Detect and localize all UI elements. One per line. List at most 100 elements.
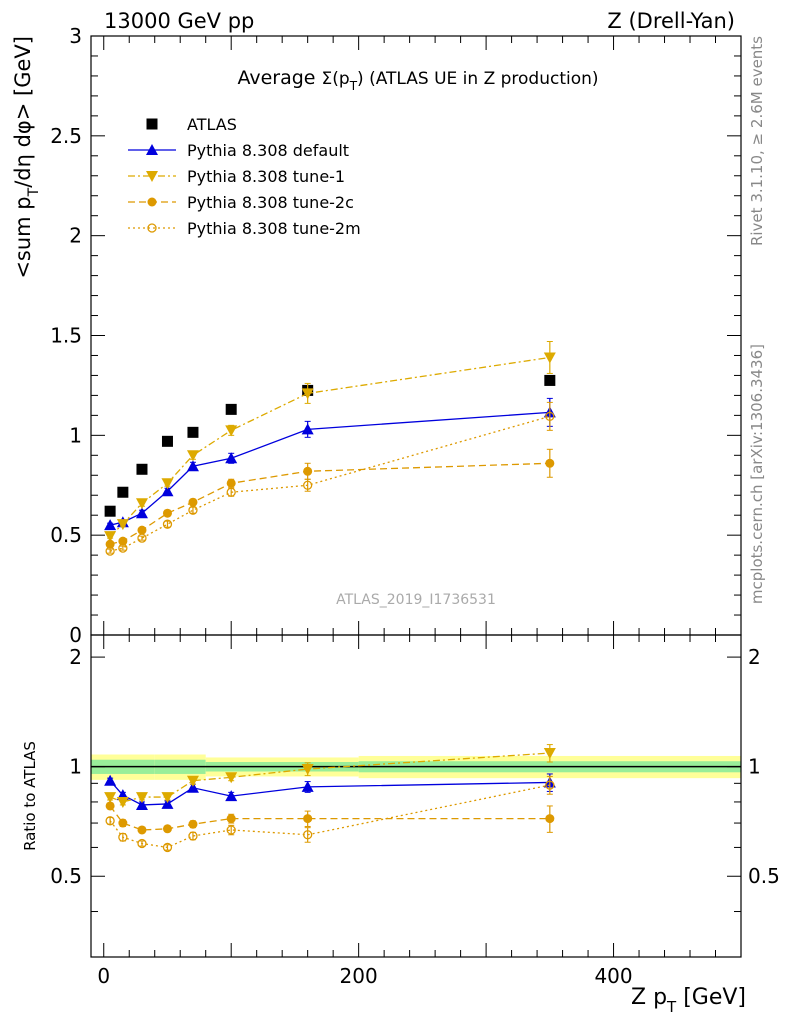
data-point [161,478,174,490]
data-point [104,531,117,543]
y-tick-label: 3 [69,24,82,48]
y-tick-label: 2 [69,224,82,248]
process-label: Z (Drell-Yan) [607,9,735,33]
data-point [186,781,199,793]
chart-title-sym: Σ(p [322,69,350,89]
data-point [188,819,198,829]
legend-label: Pythia 8.308 tune-2c [187,193,354,212]
y-tick-label-right: 2 [748,645,761,669]
data-point [226,478,236,488]
data-point [118,832,128,842]
data-point [135,798,148,810]
data-point [161,485,174,497]
data-point [303,480,313,490]
chart-title: Average Σ(pT) (ATLAS UE in Z production) [237,67,598,93]
data-point [105,546,115,556]
series-pythia-8-308-tune-2m [105,401,555,556]
legend-item: ATLAS [146,115,237,134]
data-point [118,536,128,546]
legend-label: Pythia 8.308 default [187,141,349,160]
y-tick-label: 1 [69,755,82,779]
x-axis-label: Z pT [GeV] [631,985,746,1016]
series-pythia-8-308-tune-2m [105,775,555,853]
x-axis-label-pre: Z p [631,985,667,1010]
legend-marker [147,197,157,207]
y-tick-label: 0.5 [50,523,82,547]
data-point [104,774,117,786]
data-point [136,463,148,475]
main-plot-panel: 0 0.5 1 1.5 2 2.5 3 [50,24,742,647]
data-point [303,466,313,476]
y-tick-label: 2 [69,645,82,669]
x-tick-label: 0 [97,964,110,988]
y-tick-label: 1.5 [50,324,82,348]
data-point [226,814,236,824]
y-tick-label: 0 [69,623,82,647]
data-point [116,519,129,531]
collision-energy-label: 13000 GeV pp [104,9,254,33]
x-axis-label-post: [GeV] [676,985,746,1010]
y-tick-label-right: 0.5 [748,864,780,888]
legend-label: Pythia 8.308 tune-1 [187,167,345,186]
legend-marker [146,171,158,182]
data-point [186,460,199,472]
plot-frame [90,634,742,958]
data-point [301,780,314,792]
data-point [137,533,147,543]
data-point [162,508,172,518]
data-point [225,772,238,784]
data-point [105,816,115,826]
x-axis-label-sub: T [666,998,677,1016]
data-point [105,539,115,549]
data-point [303,830,313,840]
data-point [104,505,116,517]
data-point [545,458,555,468]
data-point [188,497,198,507]
data-point [225,425,238,437]
chart-title-sub: T [349,79,358,93]
data-point [225,790,238,802]
data-point [545,780,555,790]
data-point [187,426,199,438]
legend-item: Pythia 8.308 default [128,141,349,160]
legend-marker [146,144,158,155]
data-point [118,543,128,553]
legend-marker [146,118,158,130]
series-pythia-8-308-tune-2c [105,801,555,835]
legend-label: ATLAS [187,115,237,134]
data-point [303,814,313,824]
data-point [162,842,173,853]
data-point [301,423,314,435]
x-tick-label: 400 [594,964,632,988]
data-point [104,519,117,531]
data-point [117,486,129,498]
data-point [137,525,147,535]
y-axis-label-sub: T [26,187,42,197]
data-point [226,825,236,835]
data-point [301,764,314,776]
legend-marker [147,223,157,233]
ratio-axis-label: Ratio to ATLAS [21,741,39,851]
y-axis-label: <sum pT/dη dφ> [GeV] [11,36,42,279]
data-point [545,411,555,422]
chart-title-pre: Average [237,67,321,89]
data-point [188,831,198,841]
data-point [162,519,173,529]
y-tick-label: 0.5 [50,864,82,888]
data-point [137,838,147,849]
x-tick-label: 200 [340,964,378,988]
chart-title-post: ) (ATLAS UE in Z production) [357,69,599,89]
data-point [105,801,115,811]
data-point [544,374,556,386]
data-point [188,505,198,515]
data-point [186,450,199,462]
legend: ATLAS Pythia 8.308 default Pythia 8.308 tu… [128,115,361,238]
legend-item: Pythia 8.308 tune-1 [128,167,345,186]
mcplots-reference-label: mcplots.cern.ch [arXiv:1306.3436] [748,344,766,604]
data-point [301,388,314,400]
series-pythia-8-308-tune-1 [104,744,556,808]
y-axis-label-pre: <sum p [11,196,35,278]
data-point [225,403,237,415]
